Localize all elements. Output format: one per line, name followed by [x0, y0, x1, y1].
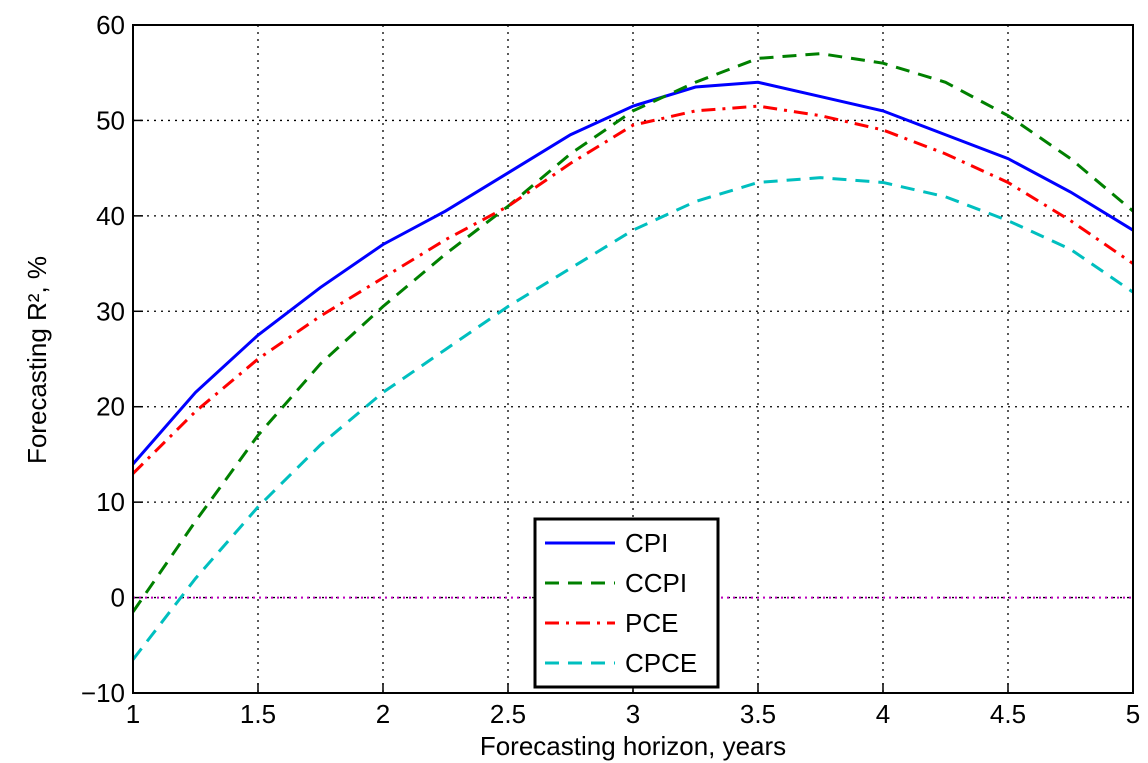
series-line	[131, 176, 1134, 661]
y-tick-label: 20	[96, 392, 125, 422]
x-tick-label: 2	[376, 699, 390, 729]
y-tick-label: 0	[111, 583, 125, 613]
plot-frame	[132, 24, 1134, 694]
x-tick-label: 1	[126, 699, 140, 729]
x-tick-label: 4	[876, 699, 890, 729]
y-tick-label: 50	[96, 105, 125, 135]
legend-label: CPI	[625, 528, 668, 558]
y-axis-label: Forecasting R², %	[22, 256, 52, 464]
series-line	[131, 80, 1134, 465]
series-line	[131, 104, 1134, 475]
x-tick-label: 3	[626, 699, 640, 729]
x-tick-label: 4.5	[990, 699, 1026, 729]
legend-label: CPCE	[625, 648, 697, 678]
x-tick-label: 5	[1126, 699, 1140, 729]
y-tick-label: 10	[96, 487, 125, 517]
y-tick-label: 30	[96, 296, 125, 326]
y-tick-label: 60	[96, 10, 125, 40]
legend-label: PCE	[625, 608, 678, 638]
x-tick-label: 2.5	[490, 699, 526, 729]
legend-box	[533, 517, 720, 689]
x-tick-label: 3.5	[740, 699, 776, 729]
y-tick-label: 40	[96, 201, 125, 231]
series-line	[131, 52, 1134, 613]
x-axis-label: Forecasting horizon, years	[480, 731, 786, 761]
y-tick-label: −10	[81, 678, 125, 708]
legend-label: CCPI	[625, 568, 687, 598]
x-tick-label: 1.5	[240, 699, 276, 729]
